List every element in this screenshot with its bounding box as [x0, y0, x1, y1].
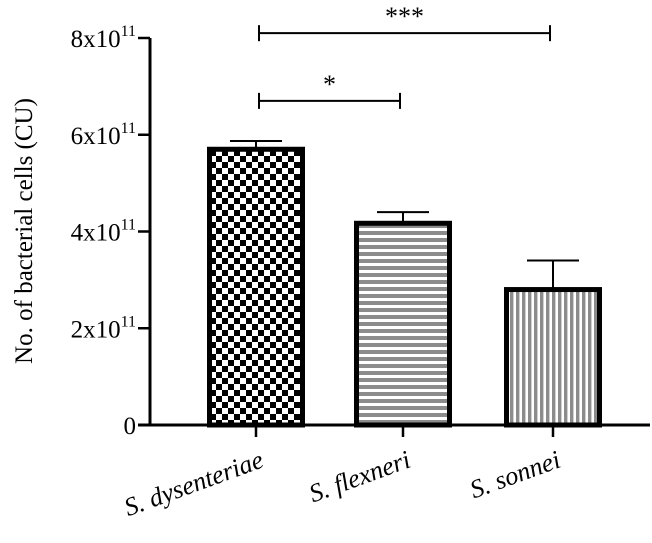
y-axis: 0 2x1011 4x1011 6x1011 8x1011 — [71, 23, 152, 440]
bar — [354, 220, 452, 428]
y-axis-title: No. of bacterial cells (CU) — [11, 98, 38, 364]
bar — [504, 287, 602, 428]
y-tick-label: 4x1011 — [71, 217, 136, 247]
y-tick-label: 6x1011 — [71, 120, 136, 150]
x-tick-label: S. flexneri — [305, 445, 414, 508]
y-tick-label: 2x1011 — [71, 313, 136, 343]
bar — [207, 146, 305, 428]
bars — [207, 140, 602, 428]
x-tick-label: S. dysenteriae — [120, 445, 267, 522]
y-tick-label: 0 — [124, 413, 137, 440]
x-axis: S. dysenteriae S. flexneri S. sonnei — [120, 423, 650, 522]
significance-brackets: **** — [258, 2, 551, 109]
significance-label: * — [323, 70, 336, 99]
y-tick-label: 8x1011 — [71, 23, 136, 53]
x-tick-label: S. sonnei — [466, 445, 564, 504]
significance-label: *** — [385, 2, 424, 31]
